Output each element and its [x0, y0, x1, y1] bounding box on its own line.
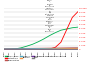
Legend: Eolian / wind, Photovoltaic, Cogeneration, Hydraulic, Biomass, Emergency generat: Eolian / wind, Photovoltaic, Cogeneratio…: [5, 56, 66, 61]
Text: Figure 11 - Number of generating facilities connected to the distribution networ: Figure 11 - Number of generating facilit…: [45, 0, 55, 32]
